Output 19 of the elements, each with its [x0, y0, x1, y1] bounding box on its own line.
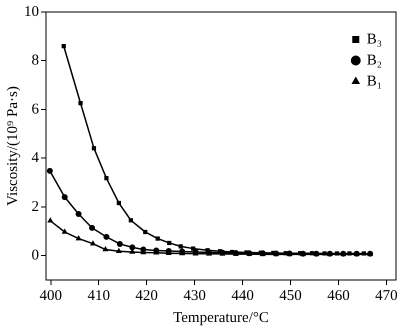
x-tick-label: 410 — [87, 288, 110, 304]
y-tick-label: 2 — [32, 198, 39, 215]
legend-label: B₃ — [366, 31, 382, 48]
y-tick-label: 6 — [32, 101, 40, 118]
legend-label: B₂ — [366, 52, 382, 68]
x-tick-label: 430 — [183, 288, 206, 304]
y-tick-label: 8 — [32, 52, 39, 69]
y-tick-label: 4 — [32, 150, 40, 166]
y-tick-label: 10 — [24, 4, 39, 20]
x-tick-label: 450 — [279, 288, 302, 304]
x-tick-label: 440 — [231, 288, 254, 304]
x-tick-label: 460 — [327, 288, 350, 304]
legend-label: B₁ — [366, 73, 382, 90]
y-tick-label: 0 — [32, 248, 39, 264]
x-tick-label: 400 — [40, 288, 62, 304]
x-tick-label: 470 — [375, 288, 398, 304]
y-axis-title: Viscosity/(10⁹ Pa·s) — [4, 86, 21, 206]
x-tick-label: 420 — [135, 288, 158, 304]
x-axis-title: Temperature/°C — [173, 310, 269, 326]
